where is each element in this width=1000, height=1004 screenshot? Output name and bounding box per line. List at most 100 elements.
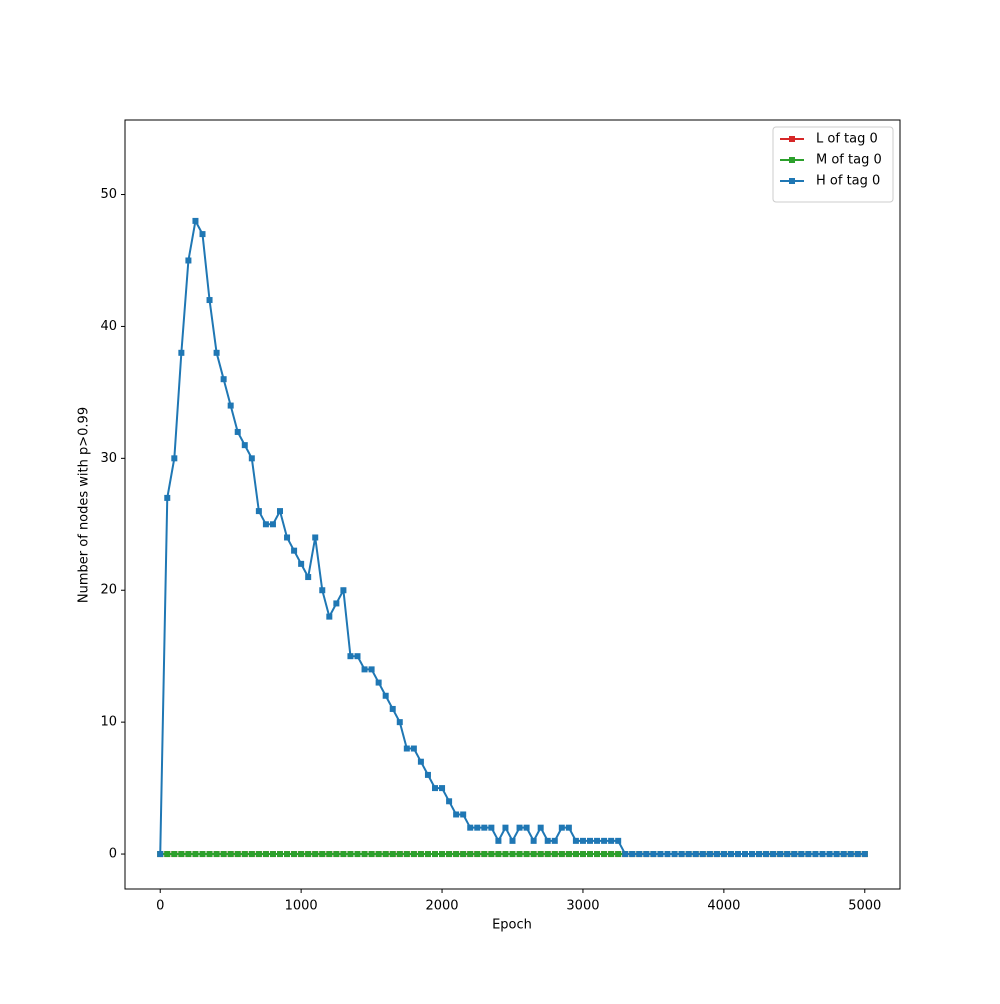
- series-marker: [361, 851, 368, 858]
- series-marker: [389, 851, 396, 858]
- series-marker: [720, 851, 727, 858]
- series-marker: [446, 851, 453, 858]
- series-marker: [481, 824, 488, 831]
- series-marker: [812, 851, 819, 858]
- series-marker: [403, 851, 410, 858]
- series-marker: [685, 851, 692, 858]
- series-marker: [312, 851, 319, 858]
- series-marker: [227, 402, 234, 409]
- series-marker: [410, 851, 417, 858]
- series-marker: [579, 851, 586, 858]
- series-marker: [819, 851, 826, 858]
- series-marker: [396, 851, 403, 858]
- series-marker: [579, 837, 586, 844]
- series-marker: [784, 851, 791, 858]
- series-marker: [657, 851, 664, 858]
- series-marker: [474, 824, 481, 831]
- series-marker: [509, 837, 516, 844]
- series-marker: [439, 851, 446, 858]
- series-marker: [432, 851, 438, 858]
- series-marker: [262, 851, 269, 858]
- series-marker: [699, 851, 706, 858]
- series-marker: [460, 811, 467, 818]
- series-marker: [368, 666, 375, 673]
- series-marker: [178, 349, 185, 356]
- series-marker: [389, 705, 396, 712]
- series-marker: [671, 851, 678, 858]
- series-marker: [615, 837, 622, 844]
- series-marker: [727, 851, 734, 858]
- series-marker: [171, 851, 178, 858]
- series-marker: [453, 851, 460, 858]
- series-marker: [587, 851, 593, 858]
- x-tick-label: 3000: [566, 899, 599, 914]
- y-tick-label: 0: [109, 847, 117, 862]
- series-marker: [734, 851, 741, 858]
- plot-frame: [124, 119, 901, 890]
- series-marker: [171, 455, 178, 462]
- series-marker: [284, 851, 291, 858]
- series-marker: [805, 851, 812, 858]
- series-marker: [199, 231, 206, 238]
- series-marker: [206, 851, 213, 858]
- legend-label: H of tag 0: [816, 174, 880, 189]
- series-marker: [298, 560, 305, 567]
- series-marker: [840, 851, 847, 858]
- y-tick-label: 30: [100, 451, 117, 466]
- series-marker: [608, 837, 615, 844]
- series-marker: [495, 851, 502, 858]
- series-marker: [185, 851, 192, 858]
- series-marker: [798, 851, 805, 858]
- series-marker: [664, 851, 671, 858]
- series-marker: [241, 442, 248, 449]
- series-marker: [368, 851, 375, 858]
- series-marker: [791, 851, 798, 858]
- series-marker: [530, 837, 537, 844]
- series-marker: [192, 217, 199, 224]
- series-marker: [523, 824, 530, 831]
- series-marker: [572, 851, 579, 858]
- series-marker: [305, 851, 312, 858]
- series-marker: [565, 851, 572, 858]
- x-tick-label: 5000: [848, 899, 881, 914]
- series-marker: [269, 521, 276, 528]
- series-marker: [347, 653, 354, 660]
- series-marker: [544, 837, 551, 844]
- series-marker: [213, 851, 220, 858]
- y-tick-label: 20: [100, 583, 117, 598]
- series-marker: [291, 851, 298, 858]
- legend-label: M of tag 0: [816, 153, 882, 168]
- series-marker: [460, 851, 467, 858]
- series-marker: [326, 851, 333, 858]
- series-marker: [192, 851, 199, 858]
- series-marker: [502, 851, 509, 858]
- series-marker: [340, 851, 347, 858]
- series-marker: [551, 851, 558, 858]
- series-marker: [530, 851, 537, 858]
- series-marker: [537, 851, 544, 858]
- series-marker: [262, 521, 269, 528]
- series-marker: [432, 785, 438, 792]
- series-marker: [854, 851, 861, 858]
- series-marker: [248, 455, 255, 462]
- series-marker: [206, 297, 213, 304]
- series-marker: [629, 851, 636, 858]
- x-tick-label: 0: [156, 899, 164, 914]
- x-tick-label: 1000: [285, 899, 318, 914]
- x-tick-label: 4000: [707, 899, 740, 914]
- series-marker: [199, 851, 206, 858]
- y-axis-label: Number of nodes with p>0.99: [77, 407, 92, 603]
- series-marker: [178, 851, 185, 858]
- series-marker: [692, 851, 699, 858]
- series-marker: [382, 692, 389, 699]
- series-marker: [269, 851, 276, 858]
- series-marker: [516, 851, 523, 858]
- series-marker: [185, 257, 192, 264]
- series-marker: [417, 851, 424, 858]
- series-marker: [284, 534, 291, 541]
- series-marker: [326, 613, 333, 620]
- series-marker: [164, 494, 171, 501]
- series-marker: [601, 837, 608, 844]
- series-marker: [601, 851, 608, 858]
- series-marker: [220, 851, 227, 858]
